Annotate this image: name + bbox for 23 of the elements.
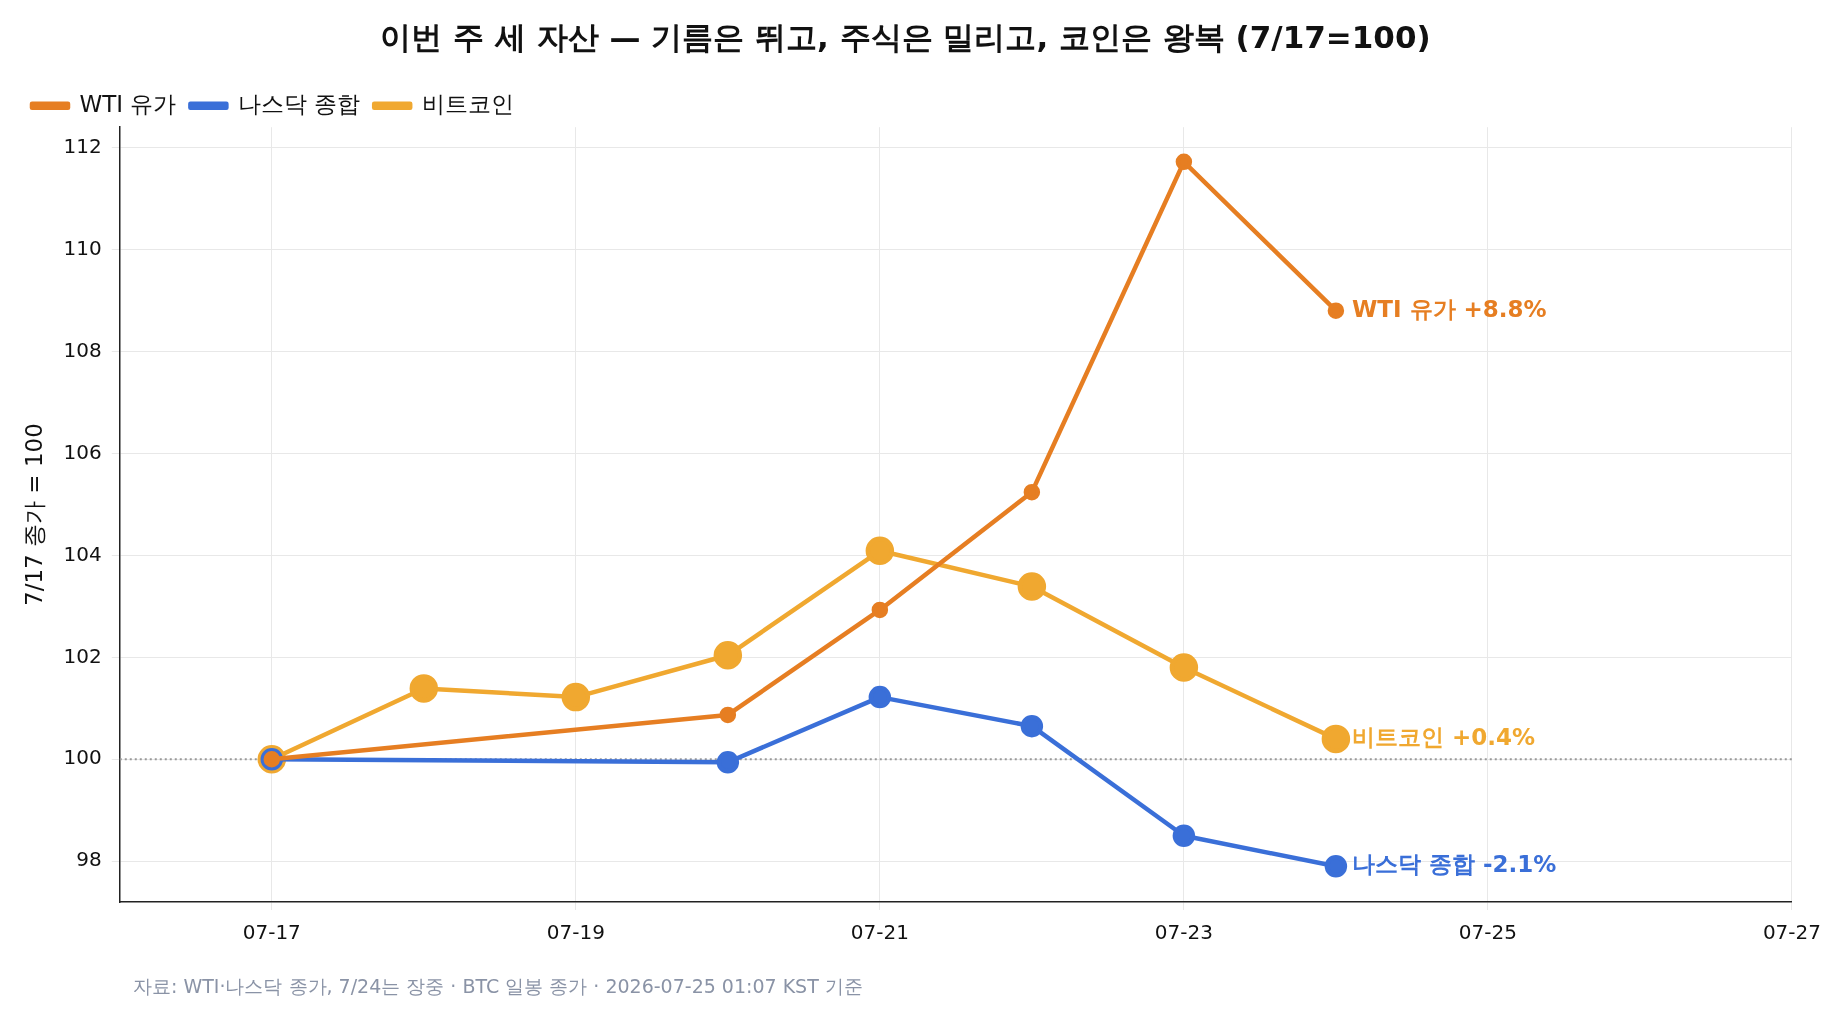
legend-label: 비트코인 [421,90,514,117]
y-tick-label: 110 [63,235,102,260]
y-tick-label: 112 [63,133,102,158]
x-tick-label: 07-21 [850,920,909,945]
legend-label: 나스닥 종합 [237,90,361,117]
annotation: WTI 유가 +8.8% [1351,295,1547,322]
text: 자료: WTI·나스닥 종가, 7/24는 장중 · BTC 일봉 종가 · 2026-07-25 01:07 KST 기준 [133,974,863,997]
legend-label: WTI 유가 [79,90,177,117]
x-tick-label: 07-17 [242,920,301,945]
y-tick-label: 108 [63,337,102,362]
y-tick-label: 104 [63,541,102,566]
x-tick-label: 07-27 [1762,920,1821,945]
y-tick-label: 106 [63,439,102,464]
y-tick-label: 100 [63,745,102,770]
x-tick-label: 07-23 [1154,920,1213,945]
x-tick-label: 07-19 [546,920,605,945]
chart-title: 이번 주 세 자산 — 기름은 뛰고, 주식은 밀리고, 코인은 왕복 (7/17=100) [380,18,1431,55]
y-tick-label: 102 [63,643,102,668]
y-tick-label: 98 [76,847,102,872]
x-tick-label: 07-25 [1458,920,1517,945]
y-axis-title: 7/17 종가 = 100 [20,423,47,606]
annotation: 나스닥 종합 -2.1% [1351,851,1557,878]
annotation: 비트코인 +0.4% [1351,723,1535,750]
